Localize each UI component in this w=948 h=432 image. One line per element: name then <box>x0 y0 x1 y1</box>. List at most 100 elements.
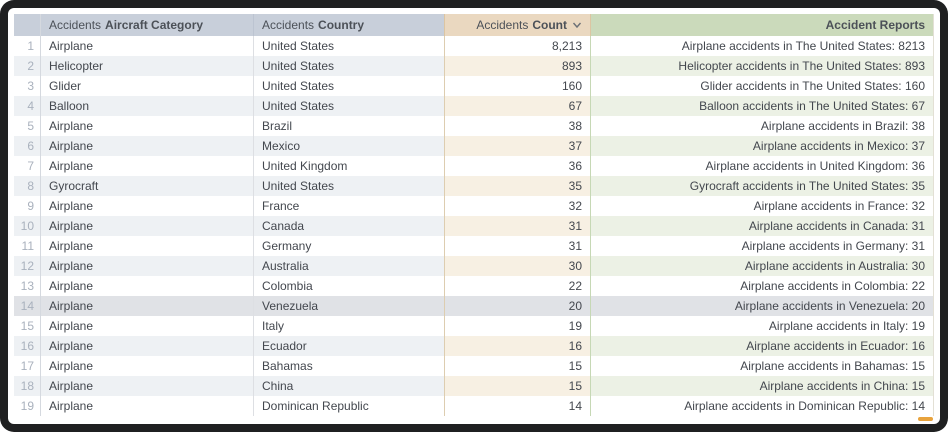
aircraft-category-cell: Airplane <box>41 276 254 296</box>
row-number-cell: 6 <box>14 136 41 156</box>
column-header-aircraft-category[interactable]: Accidents Aircraft Category <box>41 14 254 36</box>
count-cell: 31 <box>444 236 591 256</box>
country-cell: France <box>254 196 444 216</box>
country-cell: Ecuador <box>254 336 444 356</box>
table-row[interactable]: 10 Airplane Canada 31 Airplane accidents… <box>14 216 934 236</box>
country-cell: Bahamas <box>254 356 444 376</box>
aircraft-category-cell: Airplane <box>41 256 254 276</box>
accident-report-cell: Airplane accidents in Bahamas: 15 <box>591 356 934 376</box>
count-cell: 15 <box>444 356 591 376</box>
accident-report-cell: Airplane accidents in Venezuela: 20 <box>591 296 934 316</box>
count-cell: 37 <box>444 136 591 156</box>
country-cell: United States <box>254 76 444 96</box>
column-header-country[interactable]: Accidents Country <box>254 14 444 36</box>
row-number-cell: 5 <box>14 116 41 136</box>
country-cell: Australia <box>254 256 444 276</box>
count-cell: 19 <box>444 316 591 336</box>
aircraft-category-cell: Airplane <box>41 36 254 56</box>
accident-report-cell: Glider accidents in The United States: 1… <box>591 76 934 96</box>
table-row[interactable]: 2 Helicopter United States 893 Helicopte… <box>14 56 934 76</box>
table-header-row: Accidents Aircraft Category Accidents Coun… <box>14 14 934 36</box>
aircraft-category-cell: Airplane <box>41 236 254 256</box>
column-header-accident-reports[interactable]: Accident Reports <box>591 14 934 36</box>
accident-report-cell: Airplane accidents in Italy: 19 <box>591 316 934 336</box>
table-row[interactable]: 4 Balloon United States 67 Balloon accid… <box>14 96 934 116</box>
row-number-cell: 19 <box>14 396 41 416</box>
column-source-prefix: Accidents <box>49 18 102 32</box>
count-cell: 32 <box>444 196 591 216</box>
table-row[interactable]: 13 Airplane Colombia 22 Airplane acciden… <box>14 276 934 296</box>
column-label: Country <box>318 18 365 32</box>
accident-report-cell: Balloon accidents in The United States: … <box>591 96 934 116</box>
aircraft-category-cell: Airplane <box>41 356 254 376</box>
column-source-prefix: Accidents <box>476 18 529 32</box>
country-cell: United States <box>254 96 444 116</box>
row-number-cell: 9 <box>14 196 41 216</box>
row-number-cell: 15 <box>14 316 41 336</box>
aircraft-category-cell: Balloon <box>41 96 254 116</box>
country-cell: Dominican Republic <box>254 396 444 416</box>
accident-report-cell: Airplane accidents in France: 32 <box>591 196 934 216</box>
aircraft-category-cell: Airplane <box>41 316 254 336</box>
table-row[interactable]: 15 Airplane Italy 19 Airplane accidents … <box>14 316 934 336</box>
country-cell: Brazil <box>254 116 444 136</box>
row-number-cell: 8 <box>14 176 41 196</box>
table-row[interactable]: 8 Gyrocraft United States 35 Gyrocraft a… <box>14 176 934 196</box>
count-cell: 160 <box>444 76 591 96</box>
column-source-prefix: Accidents <box>262 18 315 32</box>
country-cell: United Kingdom <box>254 156 444 176</box>
country-cell: United States <box>254 176 444 196</box>
table-row[interactable]: 3 Glider United States 160 Glider accide… <box>14 76 934 96</box>
aircraft-category-cell: Airplane <box>41 336 254 356</box>
country-cell: United States <box>254 36 444 56</box>
row-number-cell: 18 <box>14 376 41 396</box>
row-number-column-header[interactable] <box>14 14 41 36</box>
table-row[interactable]: 7 Airplane United Kingdom 36 Airplane ac… <box>14 156 934 176</box>
accident-report-cell: Airplane accidents in United Kingdom: 36 <box>591 156 934 176</box>
table-row[interactable]: 17 Airplane Bahamas 15 Airplane accident… <box>14 356 934 376</box>
accident-report-cell: Airplane accidents in Ecuador: 16 <box>591 336 934 356</box>
column-label: Count <box>532 18 567 32</box>
aircraft-category-cell: Airplane <box>41 136 254 156</box>
table-row[interactable]: 1 Airplane United States 8,213 Airplane … <box>14 36 934 56</box>
country-cell: China <box>254 376 444 396</box>
sort-descending-chevron-down-icon[interactable] <box>572 20 582 30</box>
table-row[interactable]: 5 Airplane Brazil 38 Airplane accidents … <box>14 116 934 136</box>
table-row[interactable]: 9 Airplane France 32 Airplane accidents … <box>14 196 934 216</box>
country-cell: Canada <box>254 216 444 236</box>
table-row[interactable]: 18 Airplane China 15 Airplane accidents … <box>14 376 934 396</box>
row-number-cell: 7 <box>14 156 41 176</box>
row-number-cell: 1 <box>14 36 41 56</box>
count-cell: 38 <box>444 116 591 136</box>
table-row[interactable]: 6 Airplane Mexico 37 Airplane accidents … <box>14 136 934 156</box>
accident-report-cell: Airplane accidents in Australia: 30 <box>591 256 934 276</box>
table-row[interactable]: 19 Airplane Dominican Republic 14 Airpla… <box>14 396 934 416</box>
accident-report-cell: Airplane accidents in The United States:… <box>591 36 934 56</box>
accidents-summary-table: Accidents Aircraft Category Accidents Coun… <box>14 14 934 416</box>
accident-report-cell: Airplane accidents in China: 15 <box>591 376 934 396</box>
table-row[interactable]: 12 Airplane Australia 30 Airplane accide… <box>14 256 934 276</box>
count-cell: 20 <box>444 296 591 316</box>
row-number-cell: 2 <box>14 56 41 76</box>
country-cell: Germany <box>254 236 444 256</box>
table-row[interactable]: 16 Airplane Ecuador 16 Airplane accident… <box>14 336 934 356</box>
count-cell: 22 <box>444 276 591 296</box>
aircraft-category-cell: Airplane <box>41 156 254 176</box>
aircraft-category-cell: Helicopter <box>41 56 254 76</box>
country-cell: Italy <box>254 316 444 336</box>
accident-report-cell: Airplane accidents in Germany: 31 <box>591 236 934 256</box>
count-cell: 35 <box>444 176 591 196</box>
accident-report-cell: Helicopter accidents in The United State… <box>591 56 934 76</box>
column-header-count[interactable]: Accidents Count <box>444 14 591 36</box>
column-label: Accident Reports <box>825 18 925 32</box>
count-cell: 30 <box>444 256 591 276</box>
count-cell: 16 <box>444 336 591 356</box>
row-number-cell: 3 <box>14 76 41 96</box>
horizontal-scrollbar-thumb[interactable] <box>918 417 933 421</box>
table-row[interactable]: 14 Airplane Venezuela 20 Airplane accide… <box>14 296 934 316</box>
table-row[interactable]: 11 Airplane Germany 31 Airplane accident… <box>14 236 934 256</box>
country-cell: Colombia <box>254 276 444 296</box>
accident-report-cell: Airplane accidents in Brazil: 38 <box>591 116 934 136</box>
aircraft-category-cell: Airplane <box>41 216 254 236</box>
